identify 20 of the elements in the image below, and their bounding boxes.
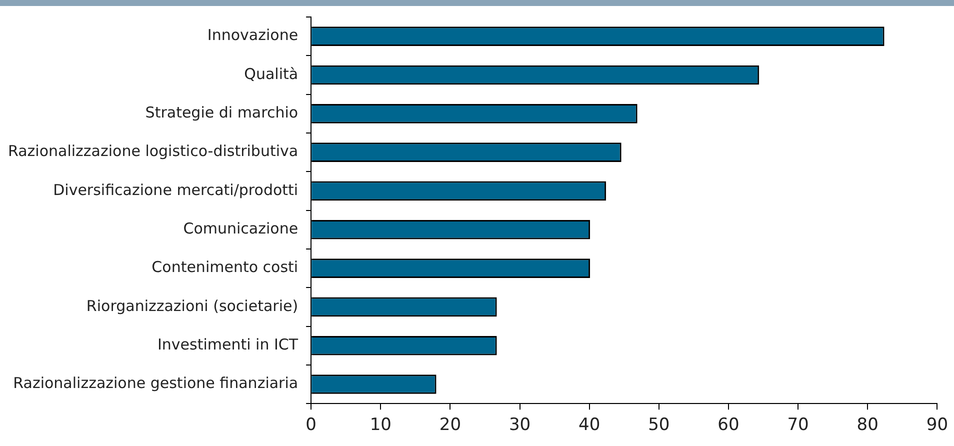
x-tick-label: 80 [856, 415, 878, 436]
x-tick-label: 10 [370, 415, 392, 436]
y-tick-label: Investimenti in ICT [158, 336, 299, 354]
x-tick-label: 90 [926, 415, 948, 436]
x-tick-label: 0 [306, 415, 316, 436]
x-tick-label: 40 [578, 415, 600, 436]
y-tick-label: Comunicazione [183, 220, 298, 238]
y-tick-label: Innovazione [207, 26, 298, 44]
x-tick-label: 60 [718, 415, 740, 436]
y-tick-label: Diversificazione mercati/prodotti [53, 180, 298, 199]
x-tick-label: 30 [508, 415, 531, 436]
x-tick-label: 20 [439, 415, 462, 436]
x-tick-label: 70 [787, 415, 809, 436]
y-tick-label: Strategie di marchio [145, 104, 298, 122]
y-tick-label: Razionalizzazione gestione finanziaria [13, 374, 298, 392]
y-tick-label: Riorganizzazioni (societarie) [86, 296, 298, 315]
y-tick-label: Contenimento costi [152, 258, 298, 276]
y-tick-label: Razionalizzazione logistico-distributiva [8, 142, 298, 160]
x-tick-label: 50 [648, 415, 670, 436]
y-tick-label: Qualità [244, 64, 298, 83]
